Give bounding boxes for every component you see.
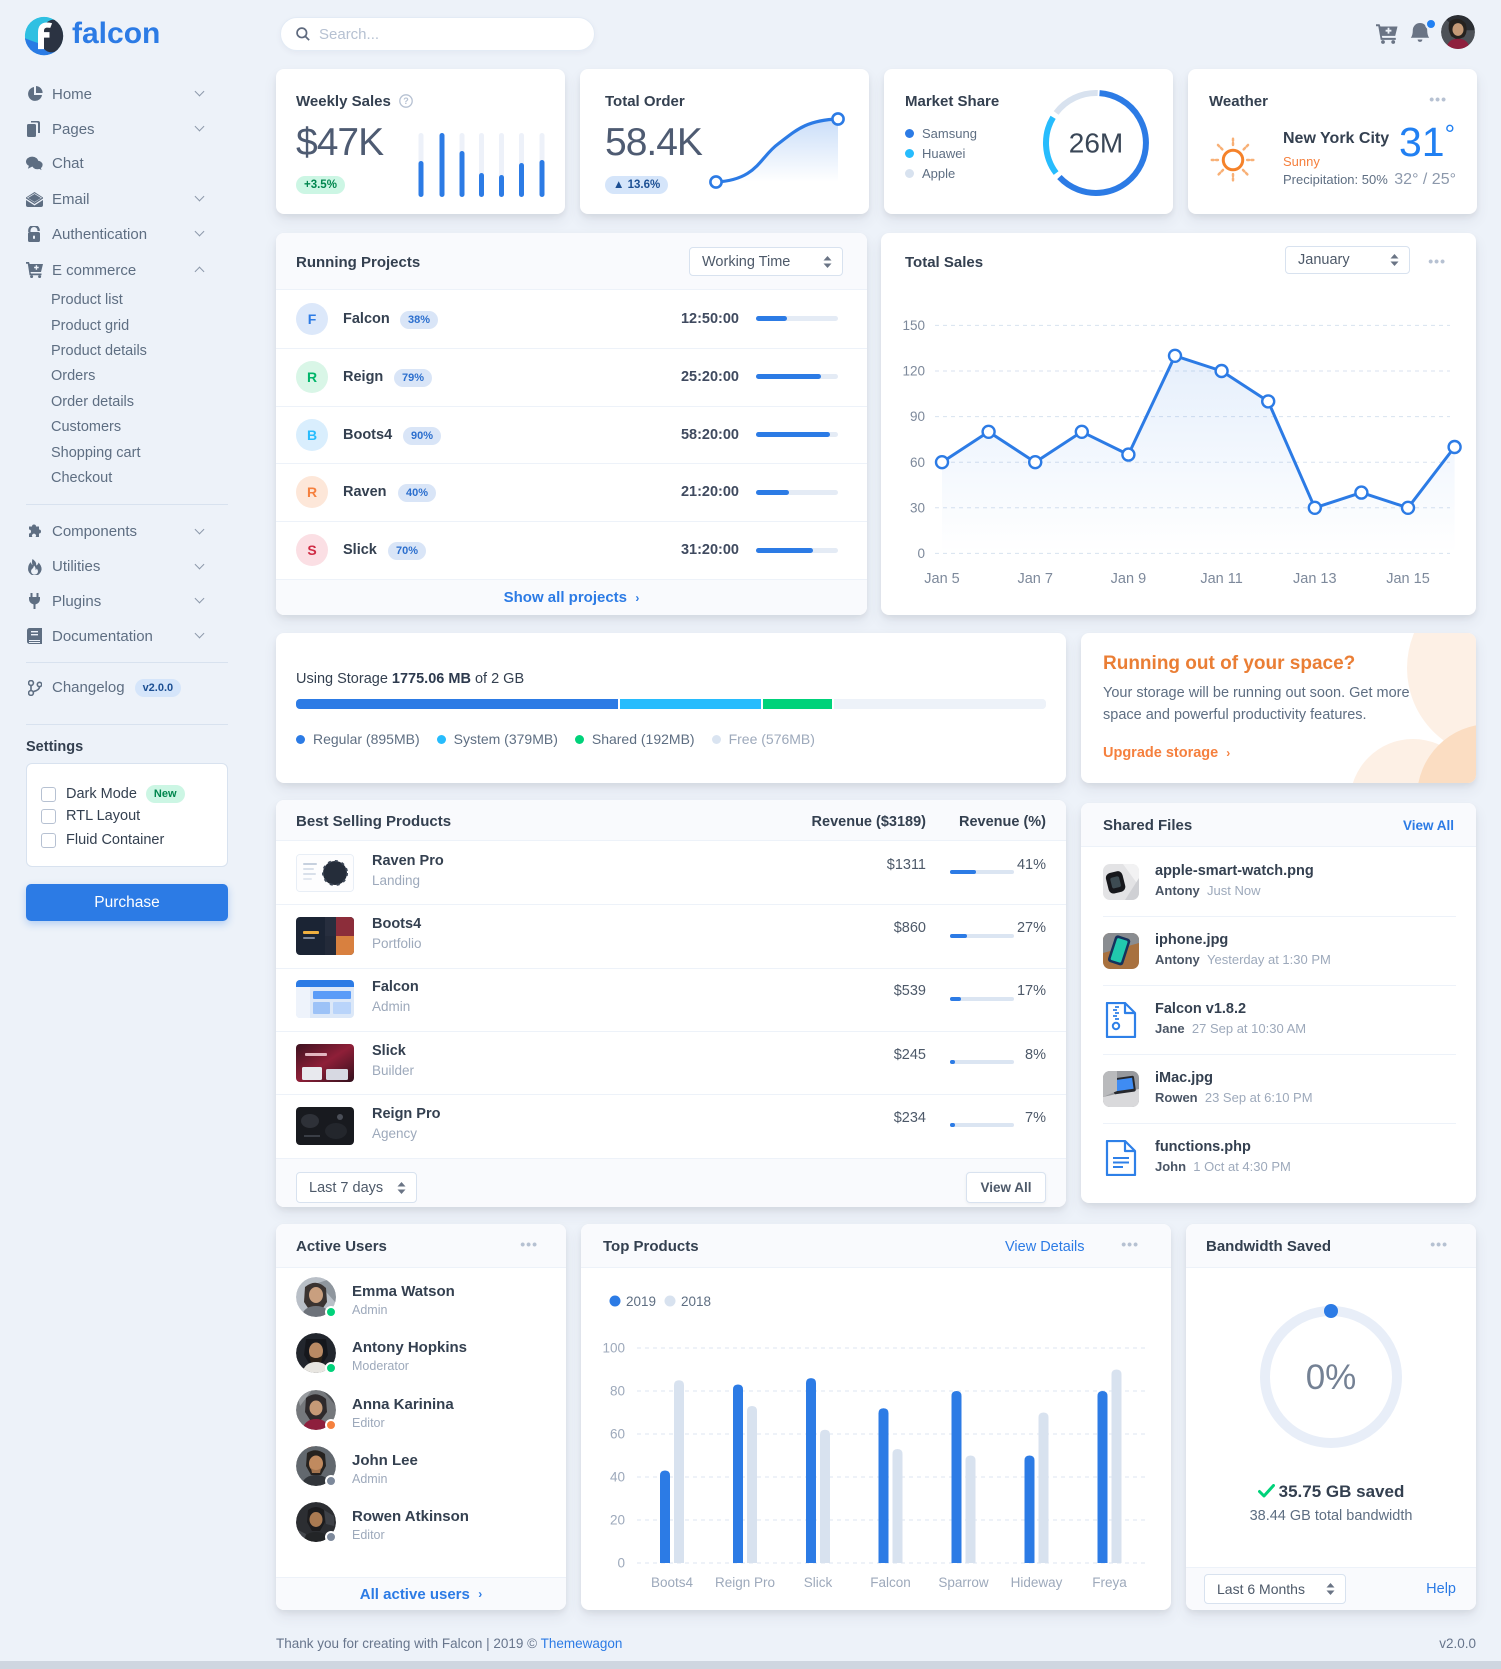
svg-text:Hideway: Hideway <box>1011 1575 1063 1590</box>
svg-text:Sparrow: Sparrow <box>938 1575 989 1590</box>
svg-text:Falcon: Falcon <box>870 1575 911 1590</box>
svg-text:2018: 2018 <box>681 1294 711 1309</box>
svg-text:26M: 26M <box>1069 128 1123 159</box>
svg-text:30: 30 <box>910 500 925 515</box>
svg-text:Jan 5: Jan 5 <box>924 571 959 587</box>
svg-text:Boots4: Boots4 <box>651 1575 694 1590</box>
svg-text:Slick: Slick <box>804 1575 833 1590</box>
svg-text:150: 150 <box>902 318 925 333</box>
svg-text:0: 0 <box>917 546 925 561</box>
svg-text:60: 60 <box>910 455 925 470</box>
svg-text:80: 80 <box>610 1384 625 1399</box>
svg-text:0: 0 <box>617 1556 625 1571</box>
svg-text:Jan 13: Jan 13 <box>1293 571 1337 587</box>
svg-text:20: 20 <box>610 1513 625 1528</box>
svg-text:Reign Pro: Reign Pro <box>715 1575 775 1590</box>
svg-text:90: 90 <box>910 409 925 424</box>
svg-text:100: 100 <box>602 1341 625 1356</box>
svg-text:Jan 7: Jan 7 <box>1017 571 1052 587</box>
svg-text:?: ? <box>403 96 409 106</box>
svg-text:40: 40 <box>610 1470 625 1485</box>
svg-text:Jan 11: Jan 11 <box>1200 571 1242 587</box>
svg-text:Jan 15: Jan 15 <box>1386 571 1430 587</box>
svg-text:60: 60 <box>610 1427 625 1442</box>
svg-text:120: 120 <box>902 364 925 379</box>
svg-text:2019: 2019 <box>626 1294 656 1309</box>
svg-text:0%: 0% <box>1306 1358 1357 1397</box>
svg-text:Jan 9: Jan 9 <box>1111 571 1146 587</box>
svg-text:Freya: Freya <box>1092 1575 1127 1590</box>
